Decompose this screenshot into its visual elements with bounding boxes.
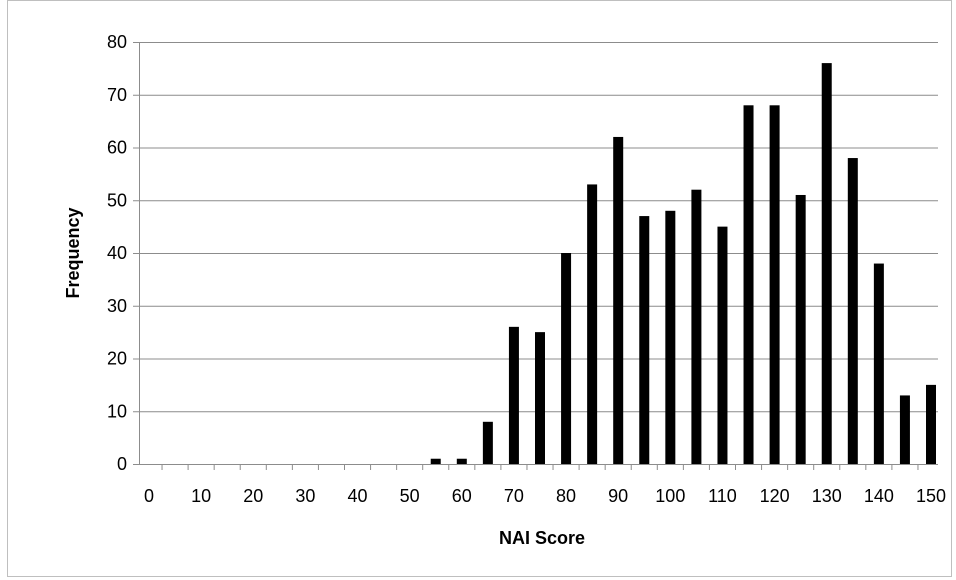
y-tick-label-0: 0: [117, 454, 127, 474]
x-tick-label-50: 50: [400, 486, 420, 506]
axis-layer: [133, 42, 938, 470]
bar-135: [847, 158, 858, 465]
y-tick-label-50: 50: [107, 190, 127, 210]
x-tick-label-10: 10: [191, 486, 211, 506]
bar-115: [743, 105, 754, 465]
bar-layer: [430, 63, 936, 465]
bar-100: [665, 210, 676, 464]
bar-90: [613, 136, 624, 464]
bar-95: [639, 216, 650, 464]
x-axis-title: NAI Score: [499, 528, 585, 548]
y-tick-label-70: 70: [107, 85, 127, 105]
bar-140: [873, 263, 884, 464]
bar-110: [717, 226, 728, 465]
x-tick-label-30: 30: [295, 486, 315, 506]
bar-85: [587, 184, 598, 464]
bar-130: [821, 63, 832, 464]
bar-55: [430, 458, 441, 464]
y-tick-labels: 0 10 20 30 40 50 60 70 80: [107, 32, 127, 474]
x-tick-label-70: 70: [504, 486, 524, 506]
x-tick-label-140: 140: [864, 486, 894, 506]
bar-145: [899, 395, 910, 464]
x-tick-label-40: 40: [348, 486, 368, 506]
grid-layer: [139, 42, 938, 413]
bar-125: [795, 194, 806, 465]
x-tick-label-130: 130: [812, 486, 842, 506]
x-tick-label-90: 90: [608, 486, 628, 506]
x-tick-label-100: 100: [655, 486, 685, 506]
x-tick-label-110: 110: [708, 486, 737, 506]
y-tick-label-10: 10: [107, 401, 127, 421]
bar-75: [535, 332, 545, 465]
x-tick-label-120: 120: [760, 486, 790, 506]
y-axis-title: Frequency: [63, 207, 83, 298]
y-tick-label-30: 30: [107, 296, 127, 316]
x-tick-label-80: 80: [556, 486, 576, 506]
x-tick-labels: 0 10 20 30 40 50 60 70 80 90 100 110 120 130 140 150: [144, 486, 946, 506]
x-tick-label-0: 0: [144, 486, 154, 506]
bar-120: [769, 105, 780, 465]
y-tick-label-40: 40: [107, 243, 127, 263]
bar-70: [508, 326, 519, 464]
x-tick-label-60: 60: [452, 486, 472, 506]
x-tick-label-150: 150: [916, 486, 946, 506]
x-tick-label-20: 20: [243, 486, 263, 506]
bar-65: [482, 421, 493, 464]
y-tick-label-80: 80: [107, 32, 127, 52]
bar-105: [691, 189, 702, 464]
bar-80: [561, 253, 572, 464]
bar-150: [926, 384, 936, 465]
chart-frame: 0 10 20 30 40 50 60 70 80 0 10 20 30 40 50 60 70 80 90 100…: [7, 0, 952, 577]
frequency-histogram: 0 10 20 30 40 50 60 70 80 0 10 20 30 40 50 60 70 80 90 100…: [63, 32, 946, 548]
y-tick-label-20: 20: [107, 349, 127, 369]
bar-60: [456, 458, 467, 464]
y-tick-label-60: 60: [107, 138, 127, 158]
